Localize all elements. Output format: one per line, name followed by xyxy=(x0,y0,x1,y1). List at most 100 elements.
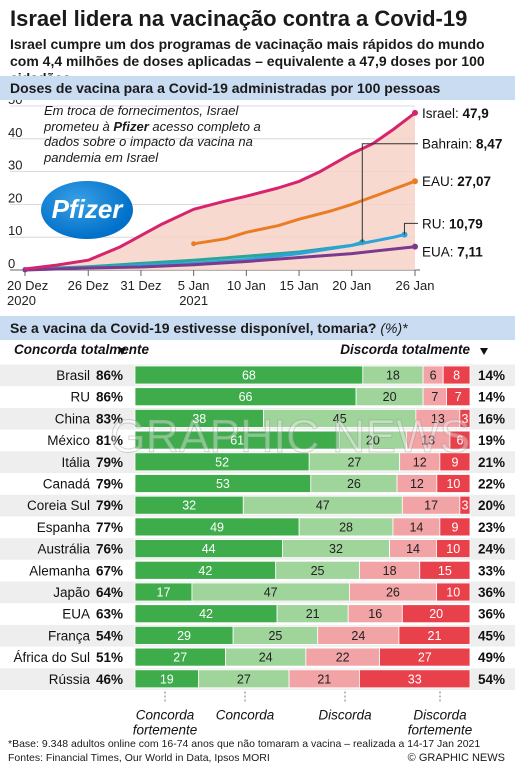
series-end-point xyxy=(412,109,418,116)
bar-value-label: 45 xyxy=(333,412,347,426)
bar-segment xyxy=(449,430,471,450)
bar-value-label: 33 xyxy=(408,672,422,686)
bar-value-label: 7 xyxy=(431,390,438,404)
header-agree: Concorda totalmente xyxy=(14,342,150,357)
bar-segment xyxy=(436,582,471,602)
row-agree-total: 67% xyxy=(96,563,123,578)
line-chart-header: Doses de vacina para a Covid-19 administ… xyxy=(0,76,515,100)
row-disagree-total: 19% xyxy=(478,433,505,448)
bar-chart-title: Se a vacina da Covid-19 estivesse dispon… xyxy=(10,320,408,336)
row-country: RU xyxy=(71,390,91,405)
bar-value-label: 27 xyxy=(347,455,361,469)
bar-segment xyxy=(436,539,471,559)
bar-value-label: 27 xyxy=(418,651,432,665)
x-tick-label: 31 Dez xyxy=(120,278,161,293)
row-agree-total: 79% xyxy=(96,477,123,492)
x-tick-label: 15 Jan xyxy=(280,278,319,293)
row-disagree-total: 45% xyxy=(478,628,505,643)
bar-row: RU 86% 14% 66 20 7 7 xyxy=(71,387,505,407)
bar-segment xyxy=(459,409,471,428)
row-country: Austrália xyxy=(37,542,90,557)
row-agree-total: 86% xyxy=(96,368,123,383)
bar-value-label: 26 xyxy=(386,586,400,600)
bar-value-label: 10 xyxy=(446,477,460,491)
series-line-eua xyxy=(23,245,417,272)
series-label-ru: RU: 10,79 xyxy=(422,216,483,231)
row-country: Brasil xyxy=(56,368,90,383)
bar-value-label: 17 xyxy=(424,499,438,513)
bar-value-label: 42 xyxy=(199,607,213,621)
row-disagree-total: 33% xyxy=(478,563,505,578)
legend-label: fortemente xyxy=(133,723,198,736)
bar-value-label: 44 xyxy=(202,542,216,556)
bar-value-label: 8 xyxy=(453,369,460,383)
bar-row: Japão 64% 36% 17 47 26 10 xyxy=(0,581,515,604)
bar-value-label: 6 xyxy=(430,369,437,383)
series-label-bahrain: Bahrain: 8,47 xyxy=(422,137,502,152)
row-country: Espanha xyxy=(37,520,91,535)
series-end-point xyxy=(412,243,418,250)
x-tick-label: 26 Dez xyxy=(68,278,109,293)
y-tick-label: 10 xyxy=(8,223,22,238)
row-country: Itália xyxy=(61,455,90,470)
bar-value-label: 52 xyxy=(215,455,229,469)
bar-value-label: 29 xyxy=(177,629,191,643)
series-label-eau: EAU: 27,07 xyxy=(422,174,491,189)
row-disagree-total: 22% xyxy=(478,477,505,492)
bar-value-label: 53 xyxy=(216,477,230,491)
bar-value-label: 25 xyxy=(311,564,325,578)
bar-value-label: 9 xyxy=(451,520,458,534)
row-agree-total: 76% xyxy=(96,542,123,557)
series-line-eau xyxy=(192,179,417,246)
row-country: Rússia xyxy=(49,672,91,687)
bar-value-label: 18 xyxy=(383,564,397,578)
bar-row: Espanha 77% 23% 49 28 14 9 xyxy=(37,517,505,537)
y-tick-label: 30 xyxy=(8,158,22,173)
footnote-base: *Base: 9.348 adultos online com 16-74 an… xyxy=(8,738,481,750)
bar-value-label: 66 xyxy=(239,390,253,404)
row-agree-total: 63% xyxy=(96,607,123,622)
legend-label: fortemente xyxy=(408,723,473,736)
row-agree-total: 83% xyxy=(96,411,123,426)
row-country: África do Sul xyxy=(13,650,90,665)
bar-value-label: 3 xyxy=(461,412,468,426)
row-agree-total: 81% xyxy=(96,433,123,448)
bar-value-label: 3 xyxy=(461,499,468,513)
x-tick-label: 2021 xyxy=(179,293,208,308)
line-chart-title: Doses de vacina para a Covid-19 administ… xyxy=(10,80,441,96)
bar-value-label: 17 xyxy=(157,586,171,600)
bar-row: Rússia 46% 54% 19 27 21 33 xyxy=(0,668,515,690)
series-start-point xyxy=(191,241,197,247)
bar-value-label: 20 xyxy=(429,607,443,621)
bar-value-label: 68 xyxy=(242,369,256,383)
bar-value-label: 14 xyxy=(406,542,420,556)
watermark: GRAPHIC NEWS xyxy=(110,410,470,462)
bar-value-label: 47 xyxy=(264,586,278,600)
row-country: México xyxy=(47,433,90,448)
pfizer-note-text-2: acesso completo a dados sobre o impacto … xyxy=(44,118,261,165)
bar-segment xyxy=(459,495,471,515)
bar-value-label: 38 xyxy=(192,412,206,426)
row-agree-total: 46% xyxy=(96,672,123,687)
series-label-eua: EUA: 7,11 xyxy=(422,245,483,260)
row-country: Japão xyxy=(53,585,90,600)
bar-value-label: 10 xyxy=(446,586,460,600)
bar-value-label: 27 xyxy=(237,672,251,686)
pfizer-note-brand: Pfizer xyxy=(113,118,149,134)
bar-row: França 54% 45% 29 25 24 21 xyxy=(0,624,515,647)
row-agree-total: 64% xyxy=(96,585,123,600)
bar-row: Itália 79% 21% 52 27 12 9 xyxy=(0,451,515,473)
row-country: EUA xyxy=(62,607,90,622)
bar-value-label: 32 xyxy=(182,499,196,513)
bar-row: China 83% 16% 38 45 13 3 xyxy=(0,407,515,430)
series-end-point xyxy=(412,178,418,185)
bar-chart-question: Se a vacina da Covid-19 estivesse dispon… xyxy=(10,320,377,336)
bar-value-label: 13 xyxy=(431,412,445,426)
bar-value-label: 7 xyxy=(455,390,462,404)
bar-value-label: 18 xyxy=(386,369,400,383)
bar-value-label: 24 xyxy=(259,651,273,665)
row-country: Alemanha xyxy=(29,563,90,578)
bar-value-label: 25 xyxy=(268,629,282,643)
row-disagree-total: 36% xyxy=(478,585,505,600)
